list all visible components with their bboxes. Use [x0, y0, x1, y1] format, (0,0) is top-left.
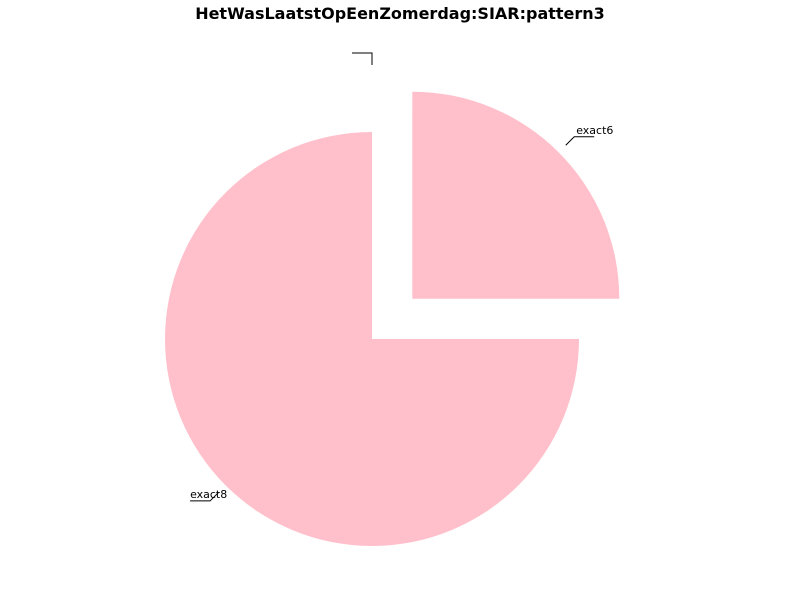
leader-line-exact8: [190, 492, 219, 502]
pie-labels: exact6 exact8: [190, 52, 613, 502]
pie-slice-exact6: [412, 91, 620, 299]
slice-label-exact8: exact8: [190, 488, 227, 501]
leader-line-unlabeled-3: [352, 52, 373, 65]
pie-slices: [165, 91, 620, 546]
pie-slice-exact8: [165, 132, 579, 546]
leader-line-exact6: [565, 136, 595, 146]
slice-label-exact6: exact6: [576, 124, 613, 137]
leader-line-unlabeled-2: [352, 52, 373, 65]
chart-title: HetWasLaatstOpEenZomerdag:SIAR:pattern3: [195, 4, 605, 23]
